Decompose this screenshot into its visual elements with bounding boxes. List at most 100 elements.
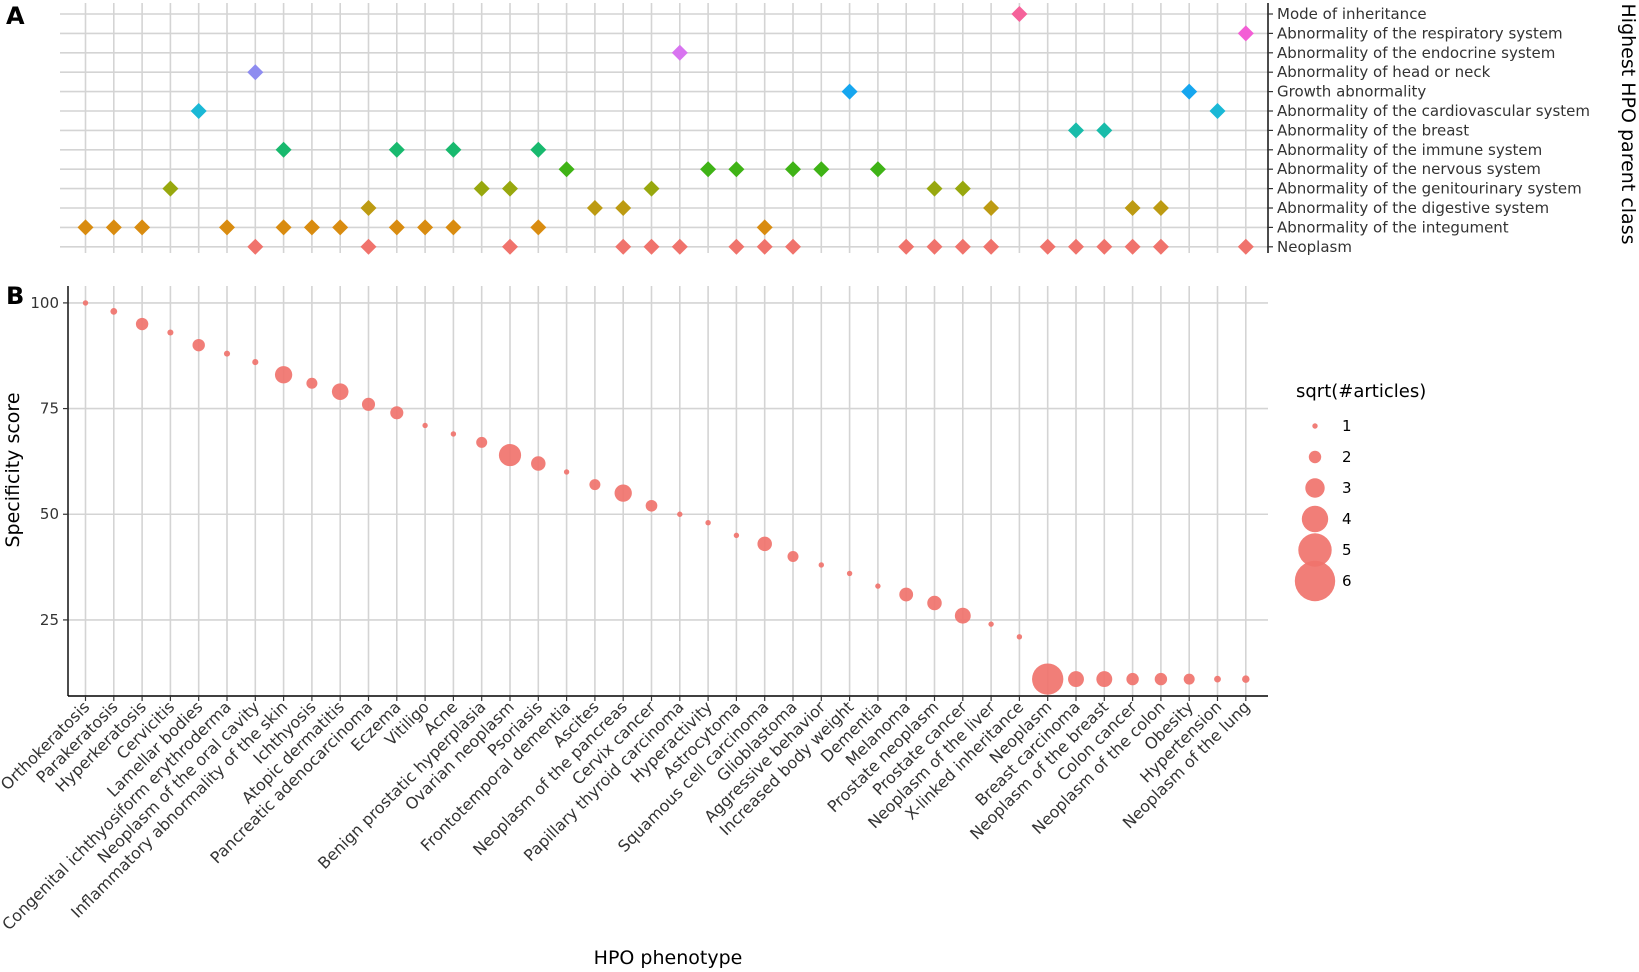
- legend-size-label: 3: [1342, 479, 1352, 497]
- panel-b-bubble-point: [757, 536, 772, 552]
- panel-b-bubble-point: [818, 562, 824, 568]
- panel-b-bubble-point: [274, 366, 293, 384]
- panel-a-diamond-point: [360, 200, 377, 216]
- panel-a-class-label: Abnormality of the integument: [1277, 218, 1509, 236]
- panel-a-class-label: Abnormality of head or neck: [1277, 63, 1491, 81]
- legend-size-label: 6: [1342, 572, 1352, 590]
- panel-a-diamond-point: [502, 238, 518, 255]
- panel-a-diamond-point: [785, 238, 801, 255]
- panel-a-diamond-point: [162, 180, 179, 197]
- panel-b-bubble-point: [390, 406, 404, 420]
- panel-a-diamond-point: [558, 161, 575, 178]
- panel-a-gridlines: [60, 3, 1268, 253]
- panel-a-diamond-point: [1209, 103, 1226, 119]
- panel-b-bubble-point: [135, 317, 149, 331]
- panel-a-diamond-point: [1181, 83, 1198, 100]
- legend-size-key: [1305, 478, 1325, 498]
- panel-a-diamond-point: [1096, 238, 1113, 255]
- panel-a-diamond-point: [77, 219, 94, 236]
- panel-a-diamond-point: [954, 238, 971, 255]
- panel-a-diamond-point: [756, 219, 773, 236]
- panel-a-diamond-point: [898, 238, 915, 255]
- legend-size-label: 4: [1342, 510, 1352, 528]
- panel-b-y-tick-labels: 25 50 75 100: [30, 294, 59, 629]
- panel-b-bubble-point: [1032, 663, 1064, 695]
- panel-b-bubble-point: [476, 436, 488, 448]
- legend-size-label: 2: [1342, 448, 1352, 466]
- panel-a-diamond-point: [1237, 25, 1254, 42]
- panel-b-bubble-point: [733, 532, 740, 539]
- panel-a-class-label: Abnormality of the immune system: [1277, 141, 1542, 159]
- panel-a-diamond-point: [1039, 238, 1056, 255]
- panel-b-y-tick-label: 25: [40, 611, 59, 629]
- panel-a-diamond-point: [134, 219, 151, 236]
- legend-size-key: [1308, 450, 1322, 464]
- panel-a-diamond-point: [983, 200, 1000, 216]
- panel-a-diamond-point: [1124, 200, 1141, 216]
- panel-b-bubble-point: [875, 583, 881, 589]
- panel-b-bubble-point: [422, 422, 428, 429]
- panel-b-bubble-point: [531, 456, 546, 471]
- panel-b-bubble-point: [450, 431, 457, 437]
- legend-size-key: [1298, 533, 1332, 567]
- panel-a-diamond-point: [303, 219, 320, 236]
- panel-a-diamond-point: [530, 219, 547, 236]
- panel-a-class-label: Abnormality of the breast: [1277, 121, 1469, 139]
- panel-b-points: [82, 300, 1250, 695]
- panel-b-bubble-point: [167, 329, 174, 336]
- panel-a-diamond-point: [1237, 238, 1254, 255]
- panel-b-axes: [63, 286, 1268, 701]
- panel-b-bubble-point: [787, 551, 799, 563]
- panel-b-bubble-point: [954, 607, 971, 624]
- x-axis-title: HPO phenotype: [594, 947, 743, 969]
- panel-a-diamond-point: [1068, 238, 1084, 255]
- panel-b-bubble-point: [110, 307, 118, 315]
- panel-a-diamond-point: [275, 219, 292, 236]
- panel-a-diamond-point: [388, 141, 405, 158]
- panel-a-diamond-point: [388, 219, 405, 236]
- x-tick-labels: OrthokeratosisParakeratosisHyperkeratosi…: [0, 697, 1254, 934]
- panel-b-bubble-point: [589, 479, 601, 491]
- panel-a-diamond-point: [586, 200, 603, 216]
- panel-b-bubble-point: [645, 499, 658, 512]
- panel-a-diamond-point: [502, 180, 518, 197]
- size-legend: sqrt(#articles) 1 2 3 4 5 6: [1294, 381, 1426, 602]
- panel-a-diamond-point: [643, 180, 660, 197]
- panel-a-class-label: Abnormality of the genitourinary system: [1277, 180, 1582, 198]
- panel-a-diamond-point: [643, 238, 660, 255]
- panel-a-label: A: [6, 2, 25, 30]
- panel-b-bubble-point: [361, 397, 376, 411]
- panel-a-diamond-point: [1152, 200, 1169, 216]
- panel-a-diamond-point: [530, 141, 547, 158]
- panel-a-diamond-point: [1152, 238, 1169, 255]
- panel-a-class-label: Abnormality of the endocrine system: [1277, 44, 1555, 62]
- panel-a-diamond-point: [671, 238, 688, 255]
- legend-size-key: [1312, 423, 1318, 429]
- panel-b-bubble-point: [1016, 634, 1023, 640]
- panel-a-diamond-point: [983, 238, 1000, 255]
- panel-b-bubble-point: [988, 621, 994, 627]
- panel-b-bubble-point: [498, 443, 522, 467]
- panel-b-bubble-point: [614, 484, 632, 502]
- panel-b-bubble-point: [705, 520, 711, 526]
- panel-a-diamond-point: [360, 238, 377, 255]
- panel-a-diamond-point: [219, 219, 235, 236]
- panel-a-diamond-point: [728, 161, 745, 178]
- panel-b-bubble-point: [1214, 675, 1221, 683]
- panel-a-diamond-point: [841, 83, 858, 100]
- panel-a-class-label: Abnormality of the cardiovascular system: [1277, 102, 1590, 120]
- panel-b-bubble-point: [252, 359, 259, 366]
- panel-a-diamond-point: [332, 219, 349, 236]
- panel-a-diamond-point: [445, 141, 462, 158]
- panel-a-diamond-point: [417, 219, 434, 236]
- panel-b-y-tick-label: 100: [30, 294, 59, 312]
- panel-a-diamond-point: [785, 161, 801, 178]
- panel-a-diamond-point: [275, 141, 292, 158]
- panel-b-bubble-point: [331, 383, 349, 400]
- panel-a-diamond-point: [190, 103, 207, 119]
- panel-b-bubble-point: [1126, 672, 1139, 686]
- panel-b-bubble-point: [1183, 673, 1195, 685]
- panel-b-bubble-point: [677, 511, 683, 517]
- panel-b-bubble-point: [1242, 675, 1250, 683]
